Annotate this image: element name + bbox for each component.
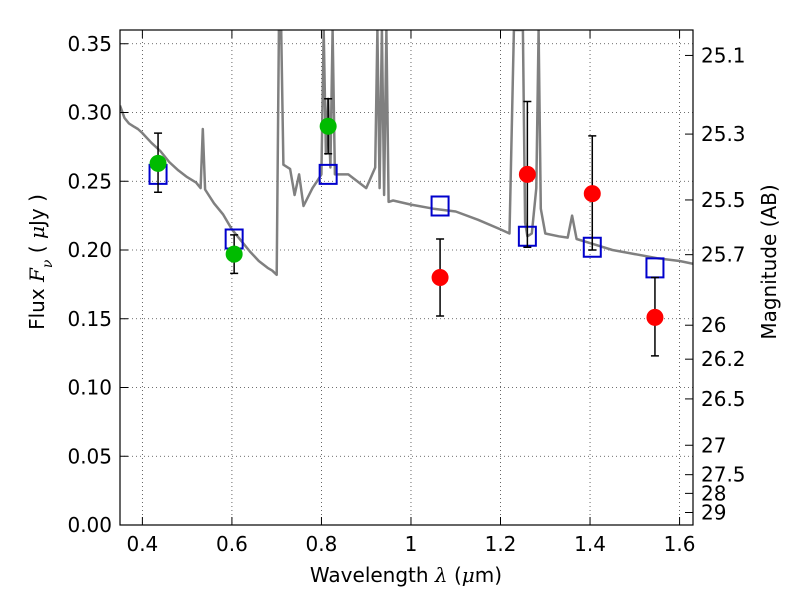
x-tick-label: 0.6 [216, 532, 248, 556]
y-tick-label: 0.15 [67, 307, 112, 331]
right-tick-label: 29 [701, 500, 726, 524]
nir-flux-point [518, 165, 536, 183]
right-tick-label: 27.5 [701, 463, 746, 487]
x-tick-label: 0.4 [126, 532, 158, 556]
optical-flux-point [149, 154, 167, 172]
right-tick-label: 27 [701, 433, 726, 457]
x-axis-title: Wavelength λ (μm) [310, 563, 502, 587]
y-tick-label: 0.05 [67, 444, 112, 468]
nir-flux-point [646, 308, 664, 326]
grid-lines [120, 30, 693, 526]
optical-flux-point [225, 245, 243, 263]
right-tick-label: 25.3 [701, 122, 746, 146]
right-tick-label: 26.5 [701, 387, 746, 411]
y-tick-label: 0.30 [67, 101, 112, 125]
right-tick-label: 28 [701, 481, 726, 505]
right-tick-label: 25.1 [701, 43, 746, 67]
axes: 0.4 0.6 0.8 1 1.2 1.4 1.6 0.00 0.05 0.10 0.15 0.20 0… [67, 30, 746, 556]
x-tick-label: 1.6 [664, 532, 696, 556]
right-tick-label: 26.2 [701, 347, 746, 371]
x-tick-label: 1 [405, 532, 418, 556]
right-tick-label: 26 [701, 313, 726, 337]
nir-flux-point [431, 269, 449, 286]
right-tick-label: 25.5 [701, 188, 746, 212]
x-tick-label: 0.8 [306, 532, 338, 556]
right-axis-title: Magnitude (AB) [757, 184, 781, 339]
model-flux-square [430, 195, 450, 217]
x-tick-label: 1.2 [485, 532, 517, 556]
plot-area [120, 30, 693, 357]
nir-flux-point [583, 185, 601, 203]
y-tick-label: 0.20 [67, 238, 112, 262]
y-tick-label: 0.25 [67, 169, 112, 193]
plot-frame [119, 29, 694, 526]
model-flux-square [318, 163, 338, 185]
x-tick-label: 1.4 [574, 532, 606, 556]
y-tick-label: 0.00 [67, 513, 112, 537]
y-tick-label: 0.35 [67, 32, 112, 56]
y-axis-title: Flux Fν ( μJy ) [25, 194, 56, 330]
y-tick-label: 0.10 [67, 376, 112, 400]
right-tick-label: 25.7 [701, 243, 746, 267]
optical-flux-point [319, 117, 337, 135]
